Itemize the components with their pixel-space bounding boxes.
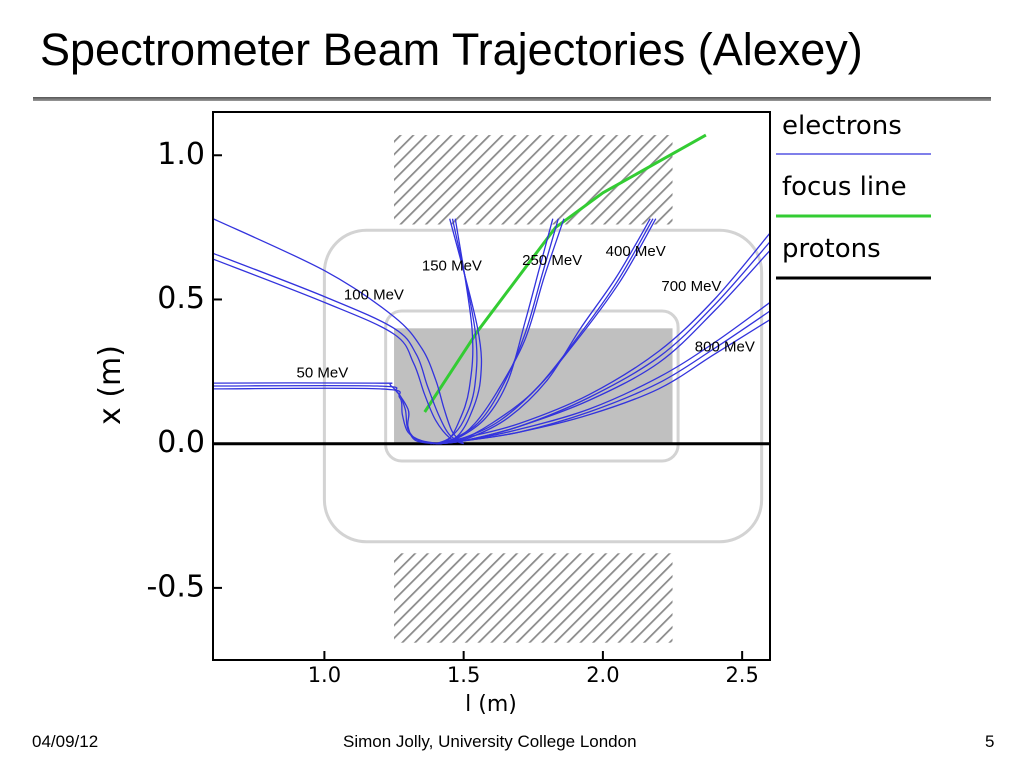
energy-label: 250 MeV [522, 252, 582, 269]
250-mev-trajectory-2 [435, 218, 559, 445]
upper-pole-region [394, 135, 673, 225]
footer-date: 04/09/12 [32, 732, 99, 751]
400-mev-trajectory-3 [435, 218, 657, 445]
energy-label: 100 MeV [344, 286, 404, 303]
100-mev-trajectory-2 [213, 252, 464, 445]
x-tick-label: 2.5 [725, 663, 758, 687]
400-mev-trajectory-1 [441, 218, 651, 445]
y-tick-label: -0.5 [146, 569, 205, 604]
lower-pole-region [394, 553, 673, 643]
x-tick-label: 1.0 [308, 663, 341, 687]
energy-label: 400 MeV [606, 243, 666, 260]
data-series [213, 133, 770, 446]
axes: 1.0 1.5 2.0 2.5 1.0 0.5 0.0 -0.5 l (m) x (m) [93, 137, 759, 717]
y-tick-label: 1.0 [157, 137, 205, 172]
800-mev-trajectory-3 [435, 319, 770, 445]
page-number: 5 [985, 732, 995, 751]
50-mev-trajectory-3 [213, 387, 442, 445]
plot-frame [212, 111, 771, 661]
energy-label: 150 MeV [422, 258, 482, 275]
focus-line-trajectory-1 [423, 133, 707, 413]
slide-title: Spectrometer Beam Trajectories (Alexey) [40, 24, 863, 75]
y-axis-title: x (m) [93, 345, 128, 425]
energy-label: 50 MeV [297, 364, 349, 381]
y-tick-label: 0.5 [157, 281, 205, 316]
energy-label: 800 MeV [695, 338, 755, 355]
legend-label: electrons [782, 111, 902, 141]
y-tick-label: 0.0 [157, 425, 205, 460]
50-mev-trajectory-1 [213, 382, 442, 445]
x-axis-title: l (m) [465, 692, 517, 717]
title-divider [33, 97, 991, 101]
x-tick-label: 2.0 [586, 663, 619, 687]
legend: electrons focus line protons [776, 111, 931, 280]
100-mev-trajectory-1 [213, 218, 465, 445]
x-tick-label: 1.5 [447, 663, 480, 687]
energy-labels: 50 MeV 100 MeV 150 MeV 250 MeV 400 MeV 700 Me… [297, 243, 755, 381]
100-mev-trajectory-3 [213, 258, 464, 445]
legend-label: protons [782, 234, 881, 264]
50-mev-trajectory-2 [213, 384, 442, 445]
legend-label: focus line [782, 172, 907, 202]
footer-author: Simon Jolly, University College London [343, 732, 637, 751]
700-mev-trajectory-1 [435, 232, 770, 445]
energy-label: 700 MeV [661, 278, 721, 295]
